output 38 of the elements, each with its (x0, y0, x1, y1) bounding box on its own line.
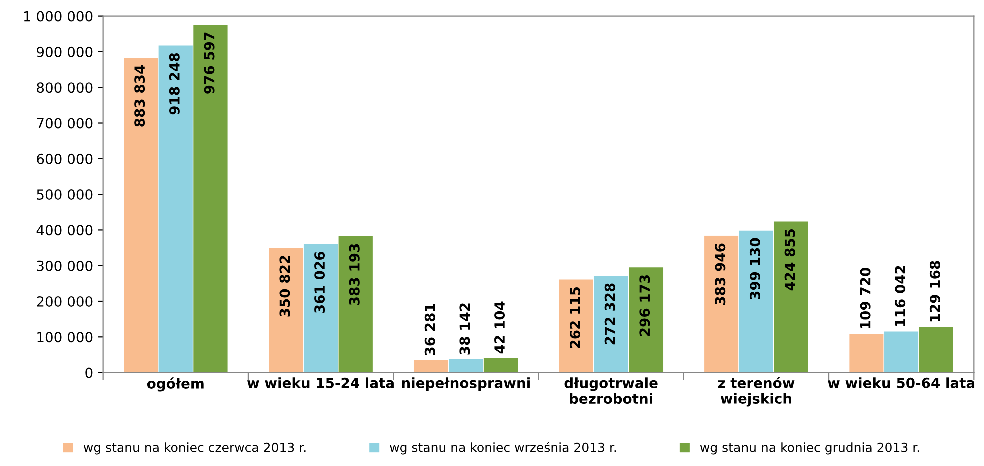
data-label: 399 130 (750, 238, 760, 300)
y-tick-label: 800 000 (37, 82, 93, 94)
data-label: 42 104 (494, 302, 506, 354)
x-tick-label: długotrwale bezrobotni (564, 378, 658, 404)
data-label: 350 822 (280, 256, 290, 317)
legend-label: wg stanu na koniec września 2013 r. (390, 442, 616, 455)
y-tick-label: 200 000 (37, 296, 93, 307)
x-tick-label: niepełnosprawni (402, 378, 530, 392)
data-label: 361 026 (314, 252, 326, 314)
data-label: 262 115 (570, 287, 581, 348)
data-label: 976 597 (204, 32, 215, 94)
data-label: 272 328 (604, 284, 616, 345)
data-label: 383 193 (349, 244, 360, 306)
x-tick-label: w wieku 50-64 lata (828, 378, 975, 388)
data-label: 116 042 (895, 266, 906, 326)
legend-label: wg stanu na koniec grudnia 2013 r. (700, 442, 920, 455)
y-tick-label: 900 000 (37, 46, 93, 58)
x-tick-label: ogółem (147, 378, 204, 392)
y-tick-label: 1 000 000 (24, 11, 93, 22)
data-label: 36 281 (424, 304, 436, 356)
data-label: 296 173 (640, 275, 650, 336)
y-tick-label: 600 000 (37, 154, 93, 164)
data-label: 109 720 (860, 268, 871, 329)
y-tick-label: 0 (86, 368, 93, 378)
data-label: 383 946 (715, 244, 726, 305)
y-tick-label: 300 000 (37, 260, 93, 272)
data-label: 38 142 (460, 304, 470, 355)
data-label: 129 168 (930, 261, 940, 322)
y-tick-label: 700 000 (37, 118, 93, 129)
y-tick-label: 100 000 (38, 332, 93, 343)
y-tick-label: 400 000 (36, 225, 93, 236)
y-tick-label: 500 000 (37, 190, 93, 200)
legend-label: wg stanu na koniec czerwca 2013 r. (84, 442, 306, 455)
data-label: 918 248 (169, 53, 180, 115)
x-tick-label: w wieku 15-24 lata (248, 378, 394, 388)
x-tick-label: z terenów wiejskich (718, 377, 795, 407)
data-label: 424 855 (784, 229, 796, 291)
data-label: 883 834 (134, 65, 146, 127)
